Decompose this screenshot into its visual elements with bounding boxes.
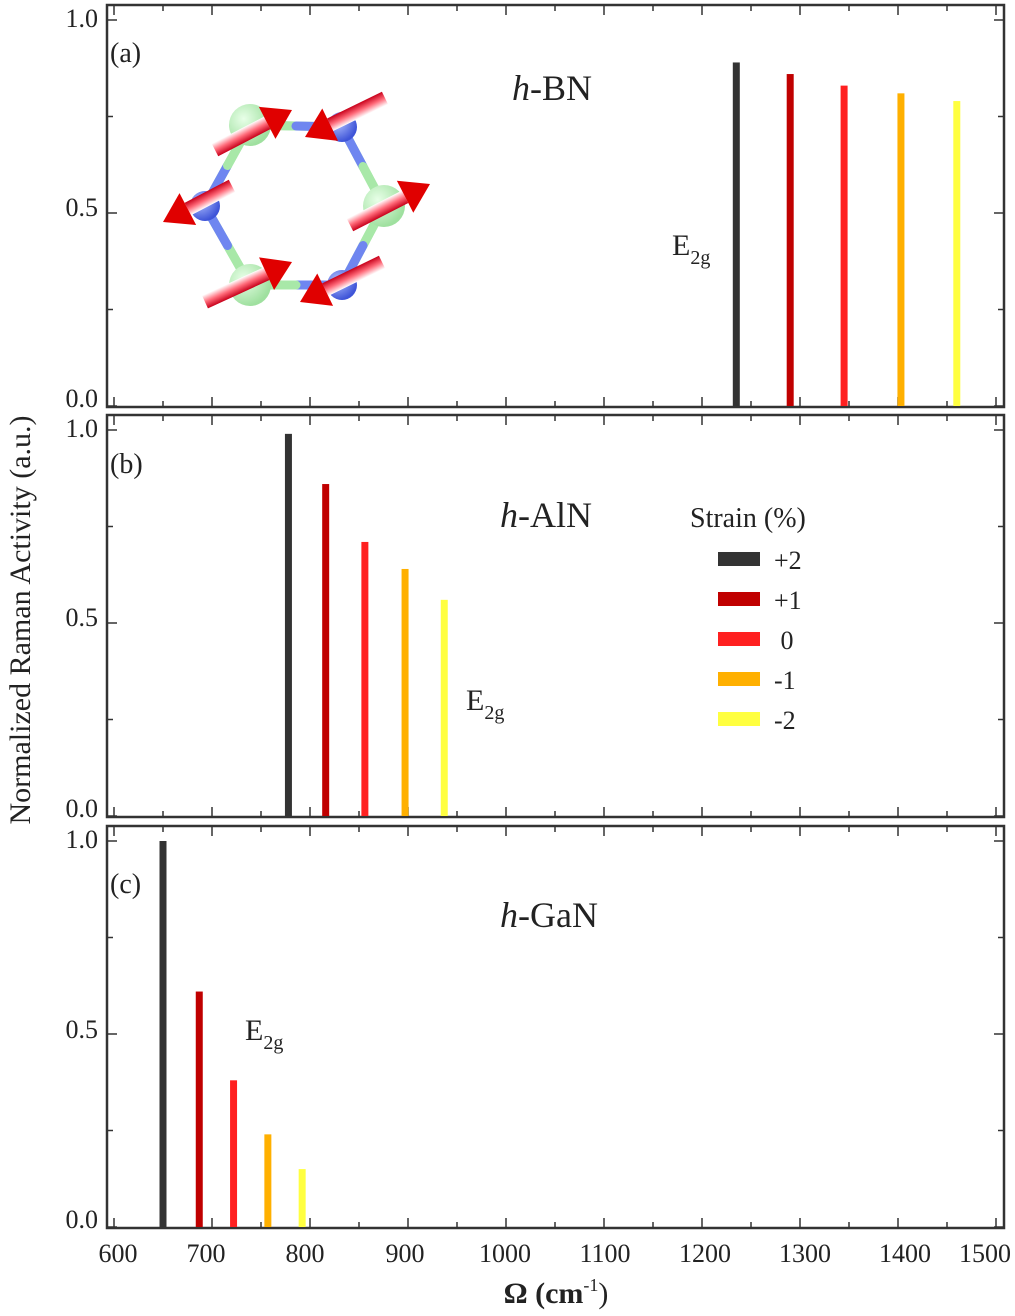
arrow-head — [259, 257, 293, 291]
y-tick-label: 0.5 — [66, 603, 99, 632]
y-tick-label: 1.0 — [66, 4, 99, 33]
x-tick-label: 1300 — [779, 1239, 831, 1268]
y-axis-title: Normalized Raman Activity (a.u.) — [4, 415, 37, 824]
y-tick-label: 1.0 — [66, 825, 99, 854]
legend-swatch-zero — [718, 632, 760, 646]
panel-c-frame — [105, 824, 1006, 1230]
x-tick-label: 1000 — [479, 1239, 531, 1268]
displacement-arrow-icon — [346, 180, 430, 232]
panel-a-label: (a) — [110, 38, 141, 69]
displacement-arrow-icon — [202, 257, 293, 309]
x-tick-label: 700 — [187, 1239, 226, 1268]
hbn-ring-illustration — [163, 91, 430, 309]
panel-a-material: h-BN — [512, 68, 592, 108]
x-tick-label: 1200 — [679, 1239, 731, 1268]
arrow-head — [258, 106, 293, 139]
legend-swatch-minus2 — [718, 712, 760, 726]
legend: Strain (%) +2 +1 0 -1 -2 — [690, 503, 806, 735]
bar-panel1-strain-3 — [897, 93, 905, 406]
y-tick-label: 0.0 — [66, 794, 99, 823]
legend-swatch-plus1 — [718, 592, 760, 606]
arrow-shaft — [346, 190, 409, 232]
bar-panel1-strain-1 — [786, 74, 794, 406]
bar-panel3-strain-0 — [159, 841, 167, 1227]
bar-panel3-strain-1 — [195, 991, 203, 1227]
panel-a-mode-label: E2g — [672, 229, 710, 269]
legend-title: Strain (%) — [690, 503, 806, 534]
bar-panel2-strain-2 — [361, 541, 369, 816]
legend-label-plus2: +2 — [774, 546, 802, 575]
bar-panel2-strain-3 — [401, 568, 409, 816]
x-tick-label: 1100 — [579, 1239, 630, 1268]
x-tick-label: 900 — [386, 1239, 425, 1268]
y-tick-label: 0.0 — [66, 1205, 99, 1234]
panel-b-mode-label: E2g — [466, 684, 504, 724]
bar-panel3-strain-4 — [298, 1169, 306, 1227]
panel-c-label: (c) — [110, 869, 141, 900]
legend-swatch-minus1 — [718, 672, 760, 686]
arrow-shaft — [202, 267, 270, 309]
arrow-head — [396, 180, 430, 213]
bar-panel1-strain-0 — [732, 62, 740, 407]
x-tick-label: 600 — [99, 1239, 138, 1268]
arrow-shaft — [211, 116, 271, 157]
y-tick-label: 0.0 — [66, 384, 99, 413]
x-axis-title-unit-sup: -1 — [583, 1275, 598, 1295]
displacement-arrow-icon — [211, 106, 293, 157]
bar-panel1-strain-2 — [840, 85, 848, 407]
panel-a-frame — [105, 3, 1006, 409]
arrow-shaft — [322, 255, 386, 297]
y-tick-label: 0.5 — [66, 1015, 99, 1044]
x-tick-label: 800 — [286, 1239, 325, 1268]
bar-panel3-strain-2 — [230, 1080, 238, 1227]
axis-ticks — [107, 5, 1004, 1228]
legend-label-plus1: +1 — [774, 586, 802, 615]
x-tick-label: 1400 — [879, 1239, 931, 1268]
x-tick-labels: 600 700 800 900 1000 1100 1200 1300 1400… — [99, 1239, 1012, 1268]
y-tick-label: 0.5 — [66, 193, 99, 222]
x-axis-title: Ω (cm-1) — [504, 1275, 609, 1310]
arrow-shaft — [184, 179, 236, 216]
panel-c-material: h-GaN — [500, 895, 598, 935]
displacement-arrow-icon — [163, 179, 236, 226]
arrow-head — [304, 108, 339, 141]
legend-label-zero: 0 — [774, 626, 794, 655]
legend-label-minus2: -2 — [774, 706, 796, 735]
panel-c-mode-label: E2g — [245, 1014, 283, 1054]
panel-b-material: h-AlN — [500, 495, 592, 535]
y-tick-labels: 1.0 0.5 0.0 1.0 0.5 0.0 1.0 0.5 0.0 — [66, 4, 99, 1234]
displacement-arrow-icon — [300, 255, 386, 306]
arrow-shaft — [327, 91, 389, 132]
legend-label-minus1: -1 — [774, 666, 796, 695]
y-tick-label: 1.0 — [66, 414, 99, 443]
bar-marks — [159, 62, 961, 1227]
x-axis-title-close: ) — [598, 1277, 608, 1310]
bar-panel2-strain-1 — [322, 484, 330, 816]
bar-panel3-strain-3 — [264, 1134, 272, 1227]
arrow-head — [163, 193, 197, 226]
arrow-head — [300, 273, 334, 306]
bar-panel2-strain-4 — [440, 599, 448, 816]
x-axis-title-main: Ω (cm — [504, 1277, 584, 1310]
panel-b-label: (b) — [110, 449, 143, 480]
panel-b-frame — [105, 413, 1006, 819]
legend-swatch-plus2 — [718, 552, 760, 566]
bar-panel1-strain-4 — [953, 101, 961, 406]
displacement-arrow-icon — [304, 91, 389, 141]
bar-panel2-strain-0 — [284, 433, 292, 816]
x-tick-label: 1500 — [959, 1239, 1011, 1268]
